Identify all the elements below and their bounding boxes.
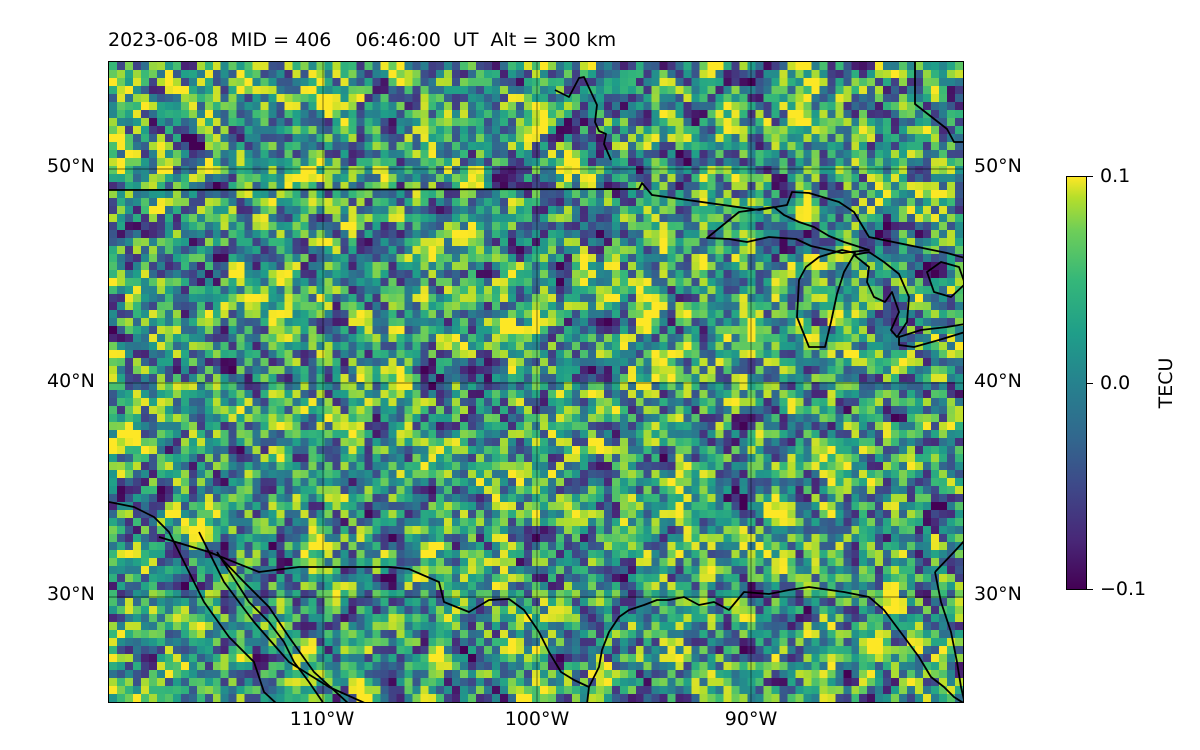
florida-peninsula	[934, 571, 963, 700]
lat-label-40-right: 40°N	[974, 370, 1022, 392]
lat-label-30-right: 30°N	[974, 583, 1022, 605]
mexico-east-coast	[586, 686, 590, 702]
colorbar-title: TECU	[1155, 357, 1177, 409]
hudson-bay-inner	[914, 62, 963, 143]
lake-erie-ontario	[898, 323, 963, 348]
colorbar-tick-min	[1087, 589, 1093, 590]
colorbar-tick-max	[1087, 176, 1093, 177]
map-gridlines	[109, 62, 963, 702]
colorbar-label-max: 0.1	[1100, 165, 1131, 187]
lake-huron	[853, 251, 910, 338]
map-overlay	[109, 62, 963, 702]
colorbar-label-zero: 0.0	[1100, 372, 1131, 394]
lon-label-90w: 90°W	[724, 708, 778, 730]
colorbar	[1066, 176, 1087, 590]
lake-superior	[706, 206, 870, 254]
lat-label-50-left: 50°N	[47, 155, 95, 177]
great-lakes-east	[926, 261, 963, 298]
lake-michigan	[796, 249, 856, 348]
florida-coast	[934, 540, 963, 573]
hudson-bay-coast	[554, 76, 612, 161]
lat-label-50-right: 50°N	[974, 155, 1022, 177]
tec-map	[108, 61, 964, 703]
border-us-canada	[109, 182, 963, 259]
lat-label-40-left: 40°N	[47, 370, 95, 392]
mexico-west-coast	[198, 531, 365, 702]
colorbar-label-min: −0.1	[1100, 578, 1147, 600]
gulf-of-california	[216, 553, 349, 702]
coastlines	[109, 62, 963, 702]
lon-label-110w: 110°W	[289, 708, 355, 730]
lat-label-30-left: 30°N	[47, 583, 95, 605]
west-coast	[109, 501, 277, 702]
colorbar-tick-zero	[1087, 383, 1093, 384]
plot-title: 2023-06-08 MID = 406 06:46:00 UT Alt = 3…	[108, 29, 617, 51]
us-mexico-border	[158, 536, 590, 688]
gulf-coast-texas	[588, 586, 963, 702]
lon-label-100w: 100°W	[504, 708, 570, 730]
baja-california	[216, 551, 324, 702]
